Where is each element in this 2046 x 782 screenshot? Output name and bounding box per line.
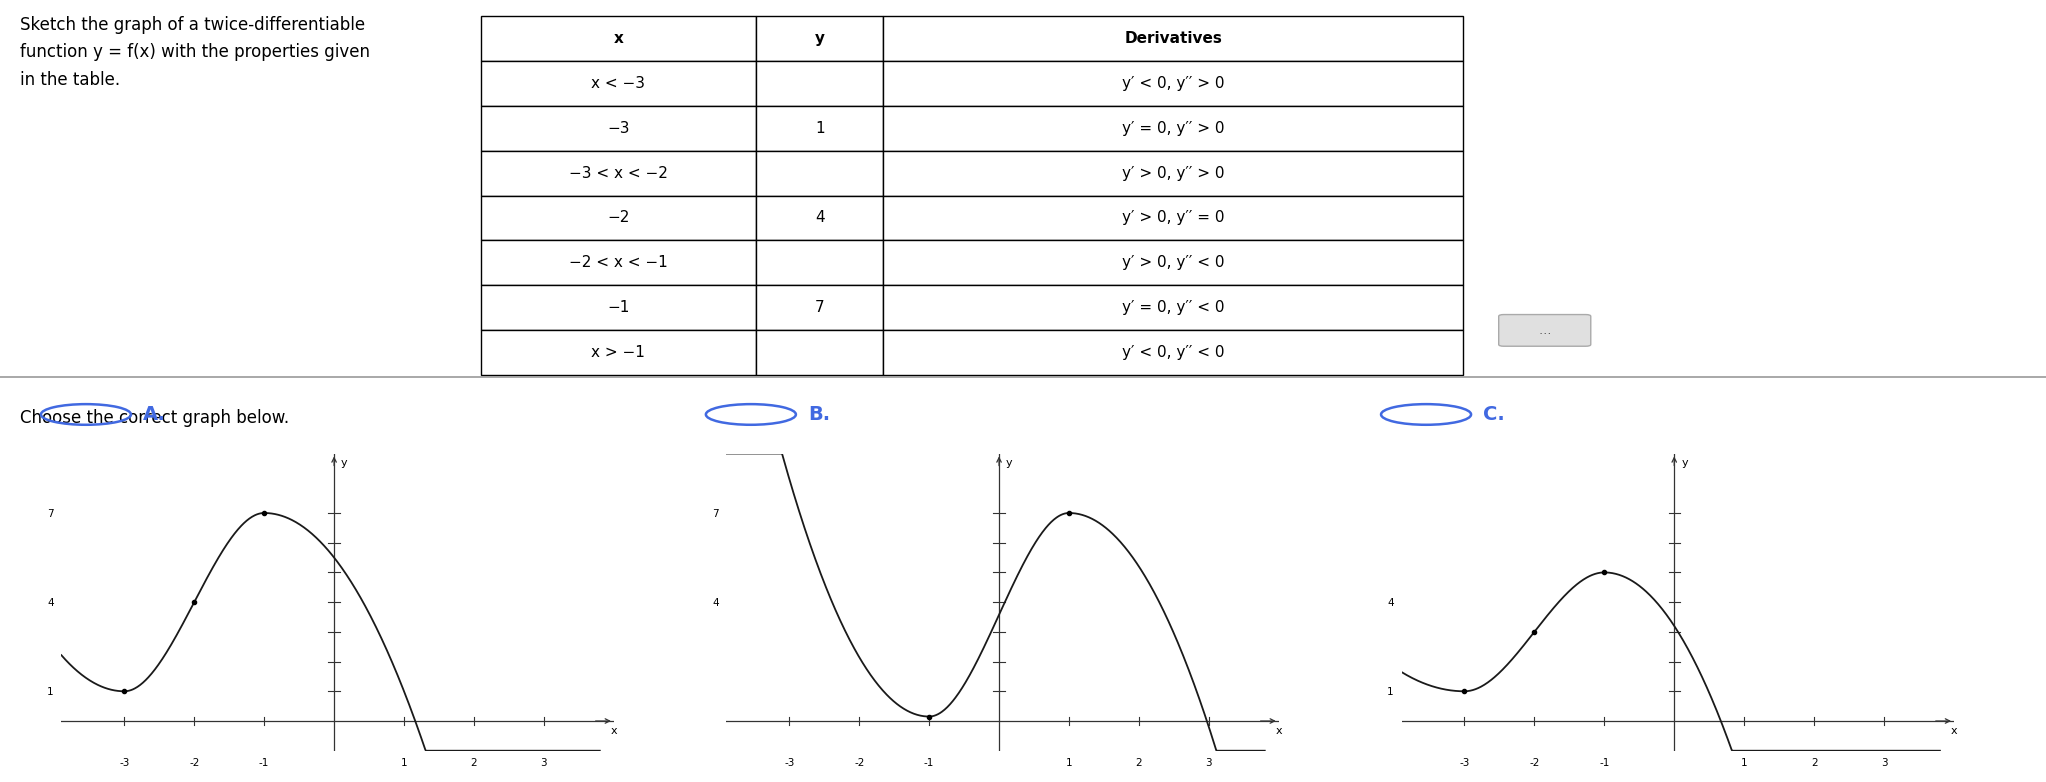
- Bar: [755, 60, 884, 106]
- Bar: [481, 330, 755, 375]
- Text: y′ < 0, y′′ > 0: y′ < 0, y′′ > 0: [1121, 76, 1224, 91]
- Text: y′ = 0, y′′ > 0: y′ = 0, y′′ > 0: [1121, 120, 1224, 135]
- Text: −1: −1: [608, 300, 630, 315]
- Text: −3: −3: [608, 120, 630, 135]
- Bar: [755, 16, 884, 60]
- Bar: [481, 150, 755, 196]
- Bar: [481, 285, 755, 330]
- Text: 4: 4: [814, 210, 825, 225]
- Bar: [884, 285, 1463, 330]
- Text: x: x: [1275, 726, 1283, 737]
- Bar: [884, 60, 1463, 106]
- Bar: [884, 106, 1463, 150]
- Text: C.: C.: [1483, 405, 1506, 424]
- FancyBboxPatch shape: [1498, 314, 1592, 346]
- Text: x > −1: x > −1: [591, 346, 644, 361]
- Text: y: y: [814, 30, 825, 45]
- Bar: [755, 285, 884, 330]
- Text: x: x: [610, 726, 618, 737]
- Bar: [884, 196, 1463, 241]
- Bar: [481, 60, 755, 106]
- Bar: [481, 16, 755, 60]
- Bar: [481, 241, 755, 285]
- Text: Choose the correct graph below.: Choose the correct graph below.: [20, 409, 291, 428]
- Text: y′ < 0, y′′ < 0: y′ < 0, y′′ < 0: [1121, 346, 1224, 361]
- Text: y′ > 0, y′′ > 0: y′ > 0, y′′ > 0: [1121, 166, 1224, 181]
- Bar: [755, 196, 884, 241]
- Text: …: …: [1539, 324, 1551, 337]
- Text: −2 < x < −1: −2 < x < −1: [569, 256, 667, 271]
- Text: y′ > 0, y′′ = 0: y′ > 0, y′′ = 0: [1121, 210, 1224, 225]
- Text: x: x: [614, 30, 624, 45]
- Bar: [884, 150, 1463, 196]
- Bar: [481, 106, 755, 150]
- Text: −2: −2: [608, 210, 630, 225]
- Bar: [755, 106, 884, 150]
- Text: y: y: [1682, 458, 1688, 468]
- Bar: [884, 16, 1463, 60]
- Bar: [755, 241, 884, 285]
- Bar: [884, 330, 1463, 375]
- Text: y′ = 0, y′′ < 0: y′ = 0, y′′ < 0: [1121, 300, 1224, 315]
- Bar: [755, 150, 884, 196]
- Text: Derivatives: Derivatives: [1123, 30, 1221, 45]
- Text: A.: A.: [143, 405, 166, 424]
- Text: 1: 1: [814, 120, 825, 135]
- Text: y: y: [342, 458, 348, 468]
- Text: x: x: [1950, 726, 1958, 737]
- Text: 7: 7: [814, 300, 825, 315]
- Text: y: y: [1007, 458, 1013, 468]
- Text: B.: B.: [808, 405, 831, 424]
- Text: Sketch the graph of a twice-differentiable
function y = f(x) with the properties: Sketch the graph of a twice-differentiab…: [20, 16, 370, 89]
- Bar: [481, 196, 755, 241]
- Text: x < −3: x < −3: [591, 76, 644, 91]
- Bar: [755, 330, 884, 375]
- Text: −3 < x < −2: −3 < x < −2: [569, 166, 667, 181]
- Text: y′ > 0, y′′ < 0: y′ > 0, y′′ < 0: [1121, 256, 1224, 271]
- Bar: [884, 241, 1463, 285]
